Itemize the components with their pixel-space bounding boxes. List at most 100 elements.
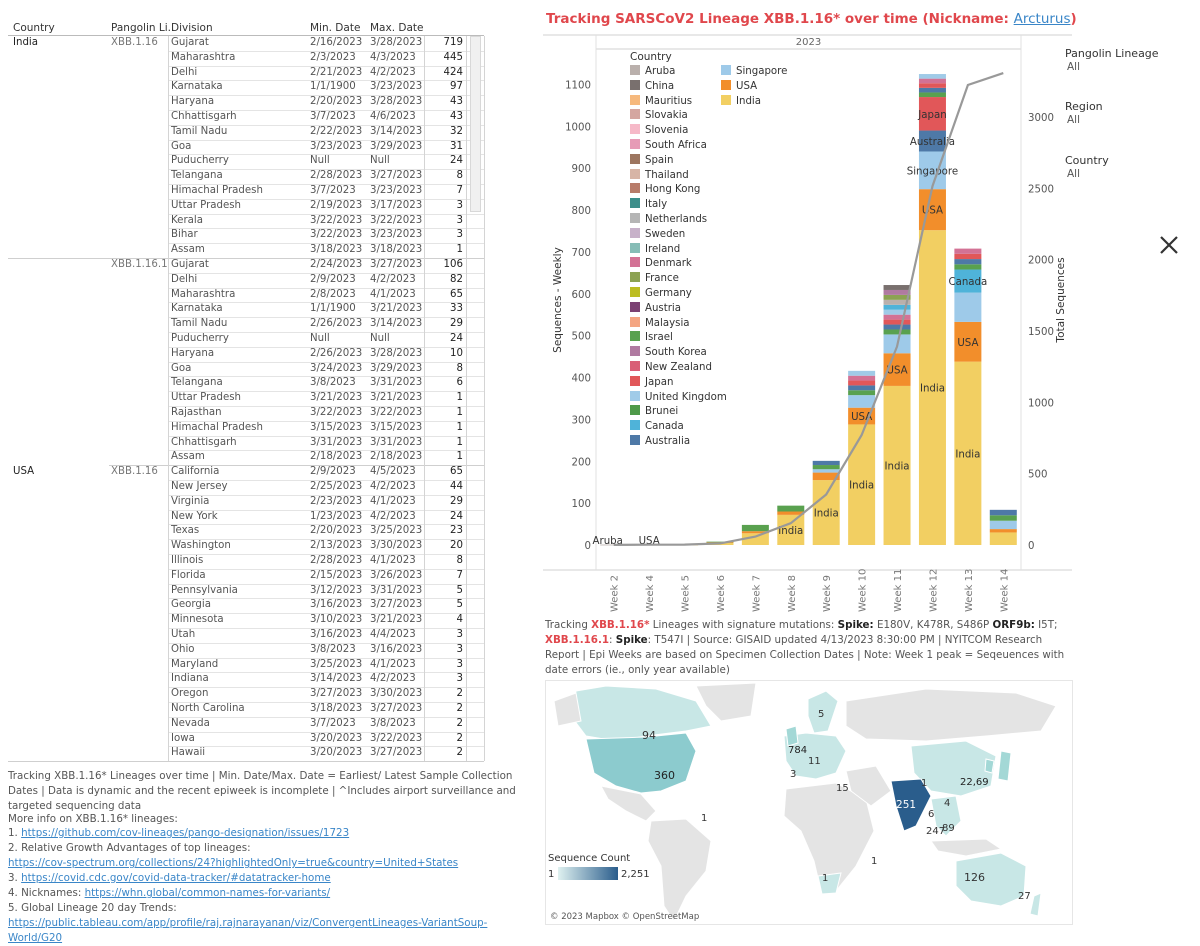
bar-segment-other xyxy=(848,380,876,386)
row-divider xyxy=(169,657,484,659)
sequence-count-cell: 1 xyxy=(456,407,463,418)
header-lineage[interactable]: Pangolin Li.. xyxy=(111,22,175,34)
max-date-cell: 3/21/2023 xyxy=(370,392,423,404)
map-se-asia xyxy=(930,795,962,837)
map-label-india: 2,251 xyxy=(886,799,917,811)
cov-spectrum-link[interactable]: https://cov-spectrum.org/collections/24?… xyxy=(8,857,459,869)
legend-item[interactable]: Slovakia xyxy=(630,109,688,124)
header-min-date[interactable]: Min. Date xyxy=(310,22,361,34)
min-date-cell: 2/13/2023 xyxy=(310,540,363,552)
division-cell: Ohio xyxy=(171,643,195,655)
sequence-count-cell: 1 xyxy=(456,244,463,256)
bar-segment-other xyxy=(883,304,911,310)
legend-item[interactable]: Netherlands xyxy=(630,213,707,228)
nicknames-link[interactable]: https://whn.global/common-names-for-vari… xyxy=(84,887,331,899)
min-date-cell: 2/26/2023 xyxy=(310,347,363,359)
max-date-cell: 3/28/2023 xyxy=(370,347,423,359)
min-date-cell: 2/28/2023 xyxy=(310,170,363,182)
legend-item[interactable]: Israel xyxy=(630,331,673,346)
y2-axis-title: Total Sequences xyxy=(1055,257,1067,343)
min-date-cell: 3/31/2023 xyxy=(310,436,363,448)
tableau-trends-link[interactable]: https://public.tableau.com/app/profile/r… xyxy=(8,917,488,944)
min-date-cell: 3/7/2023 xyxy=(310,717,356,729)
link-line-1: 1. https://github.com/cov-lineages/pango… xyxy=(8,827,350,839)
division-cell: Gujarat xyxy=(171,259,209,270)
country-cell: India xyxy=(13,37,39,48)
bar-segment-usa xyxy=(954,321,982,362)
legend-item[interactable]: China xyxy=(630,79,674,95)
legend-item[interactable]: Thailand xyxy=(630,168,689,184)
legend-item[interactable]: India xyxy=(721,94,761,110)
legend-item[interactable]: Malaysia xyxy=(630,316,690,332)
bar-segment-usa xyxy=(812,472,840,481)
sequence-count-cell: 10 xyxy=(450,347,463,359)
min-date-cell: 2/16/2023 xyxy=(310,37,363,48)
legend-item[interactable]: Japan xyxy=(630,375,673,391)
legend-item[interactable]: Italy xyxy=(630,198,667,213)
legend-item[interactable]: Aruba xyxy=(630,65,675,80)
legend-item[interactable]: Canada xyxy=(630,420,684,435)
bar-segment-india xyxy=(848,424,876,545)
table-scrollbar-thumb[interactable] xyxy=(470,36,481,212)
legend-item[interactable]: USA xyxy=(721,79,757,95)
close-icon[interactable] xyxy=(1157,233,1181,257)
filter-lineage-value[interactable]: All xyxy=(1067,61,1081,73)
header-country[interactable]: Country xyxy=(13,22,55,34)
filter-country-value[interactable]: All xyxy=(1067,168,1081,180)
legend-item[interactable]: Singapore xyxy=(721,65,787,80)
bar-segment-other xyxy=(848,390,876,396)
cdc-tracker-link[interactable]: https://covid.cdc.gov/covid-data-tracker… xyxy=(21,872,331,884)
country-cell: USA xyxy=(13,466,35,478)
legend-item[interactable]: Denmark xyxy=(630,257,692,272)
division-cell: Delhi xyxy=(171,273,198,285)
world-map-shapes[interactable] xyxy=(546,681,1073,925)
header-division[interactable]: Division xyxy=(171,22,213,34)
legend-item[interactable]: Mauritius xyxy=(630,94,692,110)
legend-item[interactable]: Sweden xyxy=(630,227,685,243)
bar-segment-other xyxy=(883,289,911,295)
max-date-cell: 4/2/2023 xyxy=(370,673,416,685)
bar-segment-india xyxy=(883,385,911,545)
legend-swatch xyxy=(630,331,640,342)
min-date-cell: Null xyxy=(310,155,330,167)
legend-item[interactable]: Spain xyxy=(630,153,673,169)
sequence-count-cell: 5 xyxy=(456,584,463,596)
division-cell: Haryana xyxy=(171,347,215,359)
legend-item[interactable]: New Zealand xyxy=(630,361,712,376)
sequence-count-cell: 4 xyxy=(456,614,463,626)
legend-item[interactable]: Austria xyxy=(630,301,681,317)
y-tick-label: 700 xyxy=(572,248,591,259)
sequence-count-cell: 1 xyxy=(456,421,463,433)
legend-item[interactable]: South Korea xyxy=(630,346,707,361)
max-date-cell: 4/5/2023 xyxy=(370,466,416,478)
legend-item[interactable]: Hong Kong xyxy=(630,183,700,198)
min-date-cell: 2/26/2023 xyxy=(310,318,363,330)
legend-item[interactable]: Ireland xyxy=(630,242,680,258)
legend-item[interactable]: France xyxy=(630,272,679,287)
header-max-date[interactable]: Max. Date xyxy=(370,22,424,34)
max-date-cell: 3/27/2023 xyxy=(370,170,423,182)
legend-swatch xyxy=(721,65,731,75)
github-issue-link[interactable]: https://github.com/cov-lineages/pango-de… xyxy=(21,827,350,839)
filter-region-value[interactable]: All xyxy=(1067,114,1081,126)
bar-segment-other xyxy=(883,319,911,325)
division-cell: North Carolina xyxy=(171,703,245,714)
map-label-thailand: 6 xyxy=(928,809,935,820)
sequence-count-cell: 2 xyxy=(456,732,463,744)
nickname-link[interactable]: Arcturus xyxy=(1013,11,1071,27)
bar-segment-india xyxy=(777,514,805,545)
max-date-cell: 4/1/2023 xyxy=(370,658,416,670)
legend-item[interactable]: Slovenia xyxy=(630,124,688,139)
legend-item[interactable]: Germany xyxy=(630,287,692,302)
sequence-count-cell: 3 xyxy=(456,629,463,640)
sequence-count-cell: 2 xyxy=(456,688,463,700)
world-map[interactable]: 94 360 1 784 5 11 3 15 1 2,251 1 4 6 247… xyxy=(545,680,1073,925)
legend-item[interactable]: United Kingdom xyxy=(630,390,727,406)
legend-item[interactable]: Brunei xyxy=(630,405,678,420)
sequence-count-cell: 445 xyxy=(443,51,463,63)
legend-item[interactable]: South Africa xyxy=(630,139,707,154)
legend-item[interactable]: Australia xyxy=(630,435,690,450)
map-china xyxy=(910,740,997,797)
division-cell: Indiana xyxy=(171,673,209,685)
bar-label: Japan xyxy=(917,110,946,121)
